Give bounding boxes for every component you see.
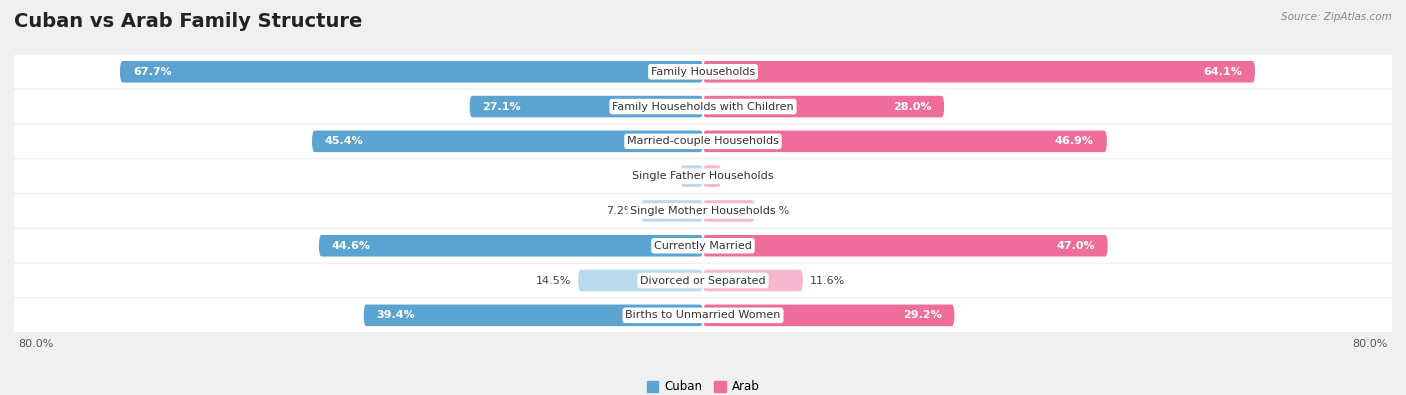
Text: Currently Married: Currently Married xyxy=(654,241,752,251)
Text: 6.0%: 6.0% xyxy=(762,206,790,216)
FancyBboxPatch shape xyxy=(0,55,1406,88)
FancyBboxPatch shape xyxy=(312,131,703,152)
FancyBboxPatch shape xyxy=(0,194,1406,228)
Text: 45.4%: 45.4% xyxy=(325,136,364,147)
Text: 14.5%: 14.5% xyxy=(536,276,571,286)
Text: 28.0%: 28.0% xyxy=(893,102,931,111)
FancyBboxPatch shape xyxy=(681,166,703,187)
Text: 67.7%: 67.7% xyxy=(134,67,172,77)
FancyBboxPatch shape xyxy=(0,125,1406,158)
FancyBboxPatch shape xyxy=(703,305,955,326)
Text: 11.6%: 11.6% xyxy=(810,276,845,286)
Text: Married-couple Households: Married-couple Households xyxy=(627,136,779,147)
Text: 64.1%: 64.1% xyxy=(1204,67,1241,77)
FancyBboxPatch shape xyxy=(703,131,1107,152)
Text: 80.0%: 80.0% xyxy=(1353,339,1388,349)
Text: Divorced or Separated: Divorced or Separated xyxy=(640,276,766,286)
FancyBboxPatch shape xyxy=(703,61,1256,83)
FancyBboxPatch shape xyxy=(703,235,1108,256)
FancyBboxPatch shape xyxy=(364,305,703,326)
FancyBboxPatch shape xyxy=(703,270,803,292)
Text: 47.0%: 47.0% xyxy=(1056,241,1095,251)
Text: 27.1%: 27.1% xyxy=(482,102,522,111)
FancyBboxPatch shape xyxy=(0,90,1406,123)
FancyBboxPatch shape xyxy=(703,166,721,187)
Text: Single Father Households: Single Father Households xyxy=(633,171,773,181)
Text: 7.2%: 7.2% xyxy=(606,206,634,216)
Text: Source: ZipAtlas.com: Source: ZipAtlas.com xyxy=(1281,12,1392,22)
Text: 44.6%: 44.6% xyxy=(332,241,371,251)
FancyBboxPatch shape xyxy=(703,96,945,117)
Text: Cuban vs Arab Family Structure: Cuban vs Arab Family Structure xyxy=(14,12,363,31)
Text: Births to Unmarried Women: Births to Unmarried Women xyxy=(626,310,780,320)
FancyBboxPatch shape xyxy=(641,200,703,222)
Text: 29.2%: 29.2% xyxy=(903,310,942,320)
Text: 80.0%: 80.0% xyxy=(18,339,53,349)
Text: Family Households with Children: Family Households with Children xyxy=(612,102,794,111)
Text: Family Households: Family Households xyxy=(651,67,755,77)
FancyBboxPatch shape xyxy=(0,264,1406,297)
Text: 2.6%: 2.6% xyxy=(645,171,673,181)
FancyBboxPatch shape xyxy=(470,96,703,117)
Text: Single Mother Households: Single Mother Households xyxy=(630,206,776,216)
FancyBboxPatch shape xyxy=(578,270,703,292)
Text: 39.4%: 39.4% xyxy=(377,310,415,320)
Text: 2.1%: 2.1% xyxy=(728,171,756,181)
Legend: Cuban, Arab: Cuban, Arab xyxy=(641,376,765,395)
FancyBboxPatch shape xyxy=(120,61,703,83)
FancyBboxPatch shape xyxy=(0,160,1406,193)
FancyBboxPatch shape xyxy=(703,200,755,222)
FancyBboxPatch shape xyxy=(319,235,703,256)
Text: 46.9%: 46.9% xyxy=(1054,136,1094,147)
FancyBboxPatch shape xyxy=(0,229,1406,262)
FancyBboxPatch shape xyxy=(0,299,1406,332)
